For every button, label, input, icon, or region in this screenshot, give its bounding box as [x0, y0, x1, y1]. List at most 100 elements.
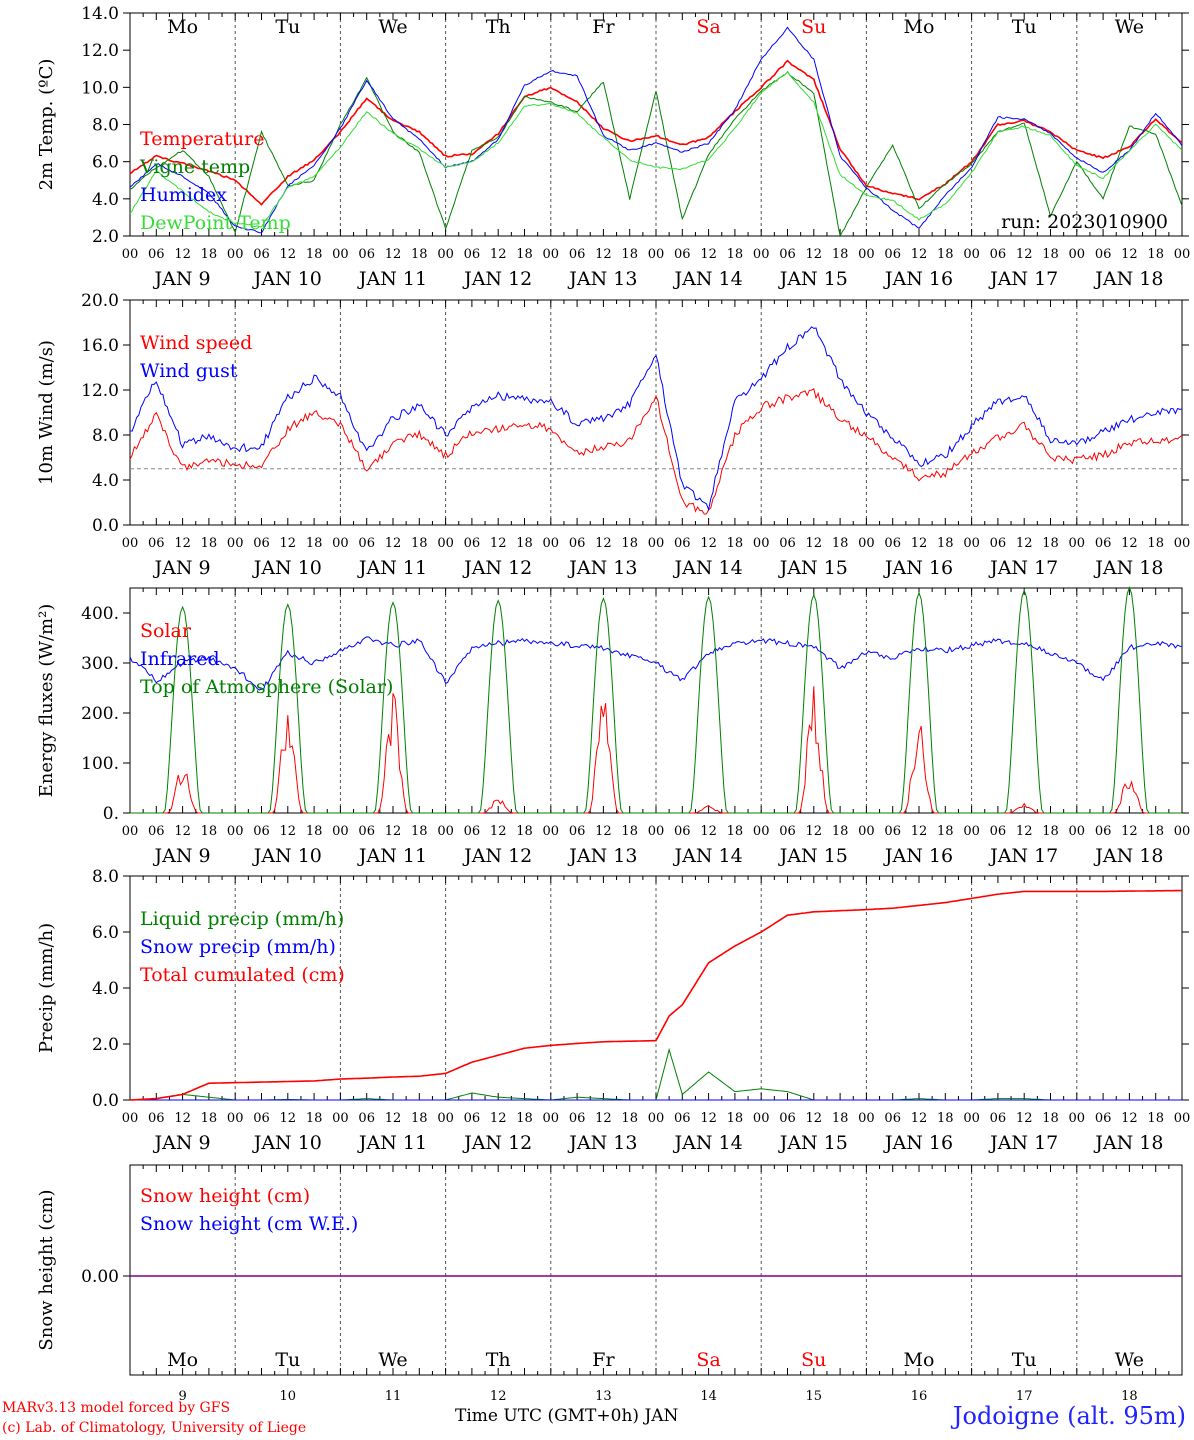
- y-tick-label: 300.: [81, 654, 119, 674]
- hour-label: 18: [727, 1111, 744, 1126]
- hour-label: 00: [1174, 247, 1191, 262]
- hour-label: 12: [280, 247, 297, 262]
- hour-label: 18: [201, 536, 218, 551]
- hour-label: 06: [884, 247, 901, 262]
- hour-label: 00: [858, 247, 875, 262]
- hour-label: 06: [884, 824, 901, 839]
- hour-label: 06: [148, 824, 165, 839]
- y-tick-label: 12.0: [81, 381, 119, 401]
- weekday-label: Sa: [696, 1349, 720, 1371]
- hour-label: 06: [779, 824, 796, 839]
- day-label: JAN 15: [778, 268, 848, 290]
- hour-label: 06: [253, 536, 270, 551]
- hour-label: 00: [332, 824, 349, 839]
- hour-label: 00: [543, 1111, 560, 1126]
- y-tick-label: 6.0: [92, 153, 119, 173]
- day-label: JAN 16: [883, 268, 953, 290]
- y-axis-label: Energy fluxes (W/m²): [36, 604, 57, 798]
- series-dewpoint-temp: [129, 70, 1183, 228]
- hour-label: 18: [1147, 1111, 1164, 1126]
- day-label: JAN 15: [778, 557, 848, 579]
- hour-label: 18: [516, 1111, 533, 1126]
- panel-3: 0. 100. 200. 300. 400. Energy fluxes (W/m²) 00…: [36, 585, 1190, 867]
- day-number: 12: [490, 1389, 507, 1404]
- hour-label: 12: [1121, 1111, 1138, 1126]
- hour-label: 00: [858, 824, 875, 839]
- day-label: JAN 11: [357, 268, 427, 290]
- hour-label: 06: [358, 1111, 375, 1126]
- hour-label: 12: [385, 536, 402, 551]
- weekday-label: Mo: [904, 16, 935, 38]
- hour-label: 18: [306, 247, 323, 262]
- hour-label: 12: [911, 247, 928, 262]
- hour-label: 12: [700, 824, 717, 839]
- hour-label: 06: [148, 536, 165, 551]
- hour-label: 06: [464, 536, 481, 551]
- hour-label: 18: [832, 1111, 849, 1126]
- day-label: JAN 9: [153, 268, 211, 290]
- hour-label: 00: [963, 536, 980, 551]
- weekday-label: Th: [486, 16, 511, 38]
- hour-label: 18: [411, 824, 428, 839]
- hour-label: 12: [490, 1111, 507, 1126]
- panel-2: 0.0 4.0 8.0 12.0 16.0 20.0 10m Wind (m/s) 00 06 1…: [36, 291, 1190, 579]
- y-tick-label: 4.0: [92, 190, 119, 210]
- y-tick-label: 400.: [81, 604, 119, 624]
- day-label: JAN 9: [153, 557, 211, 579]
- weekday-label: We: [378, 1349, 407, 1371]
- hour-label: 00: [227, 536, 244, 551]
- day-number: 11: [385, 1389, 402, 1404]
- hour-label: 18: [937, 247, 954, 262]
- hour-label: 00: [122, 536, 139, 551]
- hour-label: 00: [332, 1111, 349, 1126]
- hour-label: 06: [990, 824, 1007, 839]
- day-label: JAN 15: [778, 845, 848, 867]
- hour-label: 12: [700, 247, 717, 262]
- hour-label: 00: [1069, 247, 1086, 262]
- lab-credit: (c) Lab. of Climatology, University of L…: [2, 1420, 307, 1436]
- hour-label: 12: [174, 1111, 191, 1126]
- hour-label: 00: [227, 824, 244, 839]
- weekday-label: Sa: [696, 16, 720, 38]
- hour-label: 18: [621, 247, 638, 262]
- hour-label: 12: [490, 536, 507, 551]
- hour-label: 12: [490, 247, 507, 262]
- hour-label: 06: [674, 247, 691, 262]
- hour-label: 00: [543, 824, 560, 839]
- day-label: JAN 10: [252, 268, 322, 290]
- hour-label: 00: [122, 1111, 139, 1126]
- hour-label: 18: [516, 247, 533, 262]
- hour-label: 12: [385, 1111, 402, 1126]
- day-number: 18: [1121, 1389, 1138, 1404]
- hour-label: 00: [1174, 1111, 1191, 1126]
- hour-label: 12: [595, 536, 612, 551]
- y-axis-label: Snow height (cm): [36, 1189, 57, 1350]
- hour-label: 00: [543, 536, 560, 551]
- hour-label: 12: [1016, 247, 1033, 262]
- legend-entry: Humidex: [140, 184, 227, 206]
- weekday-label: Tu: [1012, 16, 1037, 38]
- hour-label: 18: [832, 824, 849, 839]
- day-label: JAN 14: [673, 268, 743, 290]
- hour-label: 06: [779, 536, 796, 551]
- hour-label: 06: [358, 536, 375, 551]
- hour-label: 06: [990, 536, 1007, 551]
- hour-label: 18: [937, 1111, 954, 1126]
- hour-label: 06: [569, 824, 586, 839]
- hour-label: 12: [1121, 247, 1138, 262]
- hour-label: 00: [1069, 536, 1086, 551]
- hour-label: 12: [806, 247, 823, 262]
- legend-entry: DewPoint Temp: [140, 212, 291, 234]
- weekday-label: Mo: [167, 16, 198, 38]
- hour-label: 12: [806, 824, 823, 839]
- hour-label: 12: [174, 247, 191, 262]
- hour-label: 18: [1147, 247, 1164, 262]
- day-label: JAN 17: [988, 268, 1058, 290]
- legend-entry: Infrared: [140, 648, 220, 670]
- day-label: JAN 14: [673, 1132, 743, 1154]
- hour-label: 18: [621, 824, 638, 839]
- hour-label: 12: [174, 536, 191, 551]
- day-number: 17: [1016, 1389, 1033, 1404]
- hour-label: 00: [437, 536, 454, 551]
- hour-label: 00: [648, 1111, 665, 1126]
